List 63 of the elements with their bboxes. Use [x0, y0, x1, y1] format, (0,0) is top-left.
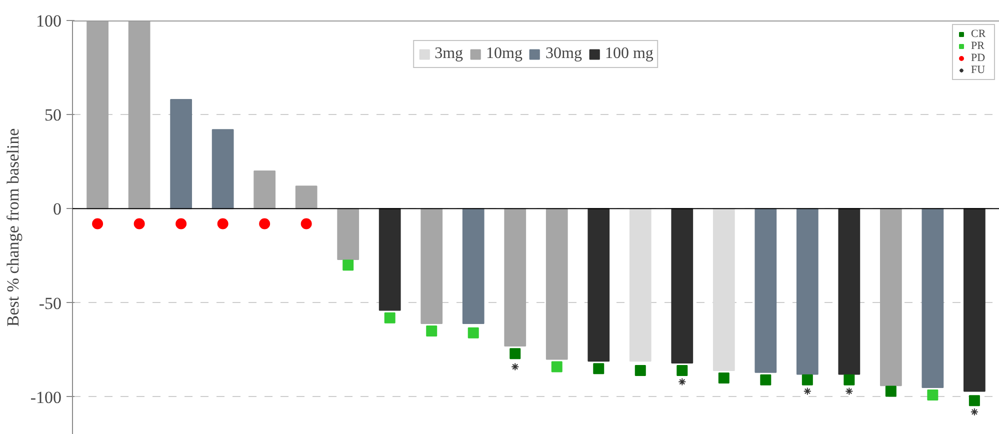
point: [678, 378, 686, 386]
legend-label: 30mg: [546, 45, 582, 63]
point: [176, 218, 187, 230]
point: [927, 389, 938, 400]
point: [300, 218, 312, 230]
bar: [128, 20, 150, 210]
y-tick-label: -100: [30, 388, 62, 407]
point: [468, 327, 479, 338]
point: [92, 218, 104, 230]
bar: [295, 186, 318, 210]
point: [551, 361, 562, 372]
legend-label: PD: [971, 52, 986, 64]
point: [760, 374, 772, 386]
y-tick-label: 50: [44, 106, 62, 125]
bar: [212, 129, 234, 210]
point: [593, 363, 604, 374]
point: [217, 218, 228, 230]
bar: [838, 208, 860, 375]
y-tick-label: 100: [36, 12, 62, 30]
legend-label: PR: [971, 40, 986, 52]
bar: [796, 208, 818, 375]
bar: [462, 208, 484, 324]
bar: [337, 208, 360, 260]
legend-label: 3mg: [434, 45, 464, 63]
bar: [420, 208, 443, 324]
bar: [378, 208, 401, 311]
bar: [170, 99, 192, 210]
point: [510, 348, 521, 360]
bar: [504, 208, 526, 347]
point: [634, 365, 646, 376]
point: [384, 312, 396, 324]
legend-label: 100 mg: [604, 45, 654, 63]
bar: [712, 208, 735, 372]
bar: [86, 20, 108, 210]
bar: [922, 208, 944, 388]
point: [134, 218, 145, 230]
bar: [588, 208, 610, 362]
point: [342, 260, 354, 271]
point: [511, 362, 520, 371]
legend-label: CR: [971, 28, 987, 40]
point: [970, 408, 978, 416]
bar: [754, 208, 777, 373]
point: [885, 386, 896, 397]
bar: [880, 208, 902, 386]
bar: [629, 208, 652, 362]
point: [426, 326, 438, 336]
y-tick-label: -50: [38, 294, 62, 313]
point: [259, 218, 270, 230]
legend-label: 10mg: [486, 45, 522, 63]
point: [718, 372, 730, 384]
point: [676, 365, 688, 376]
point: [968, 395, 980, 406]
point: [844, 374, 855, 386]
point: [845, 387, 854, 396]
y-axis-title: Best % change from baseline: [3, 128, 22, 327]
legend-label: FU: [971, 64, 986, 76]
bar: [964, 208, 986, 392]
bar: [546, 208, 568, 360]
bar: [254, 170, 276, 210]
bar: [671, 208, 694, 364]
point: [803, 387, 812, 396]
point: [802, 374, 813, 386]
y-tick-label: 0: [53, 200, 62, 219]
